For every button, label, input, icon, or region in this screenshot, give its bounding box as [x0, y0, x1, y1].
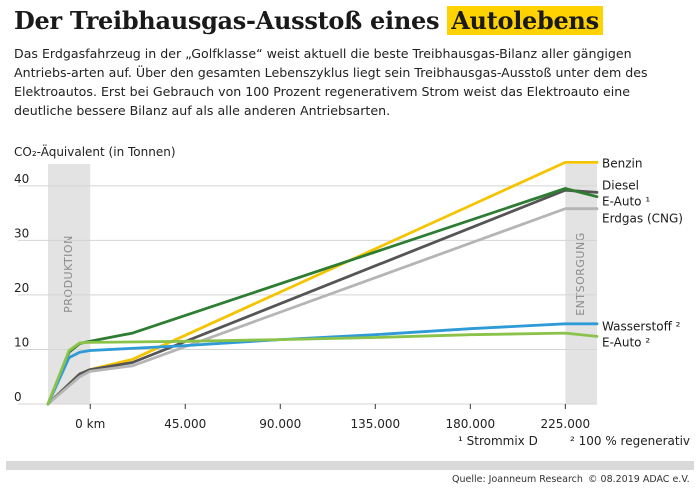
series-line-3: [46, 207, 599, 406]
label-layer: CO₂-Äquivalent (in Tonnen) 0 10 20 30 40 0 km 4…: [14, 144, 690, 448]
x-tick-label-1: 45.000: [164, 417, 206, 431]
series-label-4: Wasserstoff ²: [602, 320, 681, 334]
y-tick-label-4: 40: [14, 172, 29, 186]
x-tick-label-3: 135.000: [350, 417, 400, 431]
subtitle: Das Erdgasfahrzeug in der „Golfklasse“ w…: [14, 46, 648, 118]
x-tick-label-5: 225.000: [541, 417, 591, 431]
x-tick-label-0: 0 km: [75, 417, 105, 431]
footnote-0: ¹ Strommix D: [458, 434, 538, 448]
phase-label-0: PRODUKTION: [62, 235, 75, 313]
title-prefix: Der Treibhausgas-Ausstoß eines: [14, 6, 448, 35]
page-title: Der Treibhausgas-Ausstoß eines Autoleben…: [14, 6, 603, 35]
y-tick-label-0: 0: [14, 390, 22, 404]
title-highlight: Autolebens: [447, 6, 603, 35]
series-line-5: [46, 331, 599, 406]
grid-layer: [18, 185, 597, 409]
phase-layer: PRODUKTION ENTSORGUNG: [48, 164, 597, 404]
series-label-3: Erdgas (CNG): [602, 212, 683, 226]
footer-bar: [6, 461, 694, 470]
y-tick-label-2: 20: [14, 281, 29, 295]
phase-label-1: ENTSORGUNG: [574, 232, 587, 316]
series-line-4: [46, 322, 599, 406]
series-label-2: E-Auto ¹: [602, 195, 650, 209]
source-label: Quelle: Joanneum Research: [452, 474, 583, 485]
y-axis-label: CO₂-Äquivalent (in Tonnen): [14, 144, 176, 159]
footnote-1: ² 100 % regenerativ: [570, 434, 690, 448]
y-tick-label-3: 30: [14, 226, 29, 240]
series-label-5: E-Auto ²: [602, 336, 650, 350]
x-tick-label-2: 90.000: [259, 417, 301, 431]
phase-band-0: [48, 164, 91, 404]
series-line-0: [46, 161, 599, 406]
phase-band-1: [565, 164, 597, 404]
y-tick-label-1: 10: [14, 335, 29, 349]
series-label-1: Diesel: [602, 179, 639, 193]
x-tick-label-4: 180.000: [445, 417, 495, 431]
copyright-label: © 08.2019 ADAC e.V.: [588, 474, 690, 485]
line-layer: [46, 161, 599, 406]
series-label-0: Benzin: [602, 157, 642, 171]
